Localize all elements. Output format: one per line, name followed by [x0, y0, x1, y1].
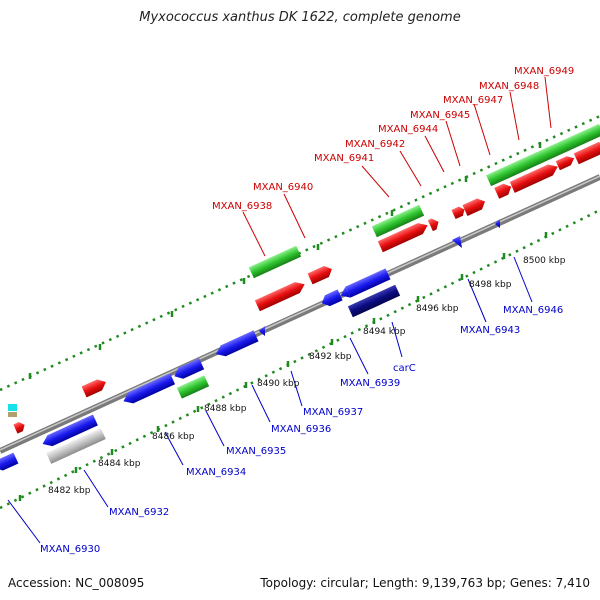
gene-feature: [451, 206, 465, 220]
gene-feature: [176, 375, 210, 399]
gene-feature: [452, 236, 462, 248]
gene-label: MXAN_6932: [109, 507, 169, 518]
gene-label: MXAN_6949: [514, 66, 574, 77]
gene-feature: [340, 286, 351, 298]
gene-feature: [248, 245, 302, 279]
gene-feature: [0, 452, 19, 471]
gene-feature: [321, 289, 343, 307]
gene-feature: [259, 326, 265, 336]
gene-feature: [254, 282, 305, 312]
gene-label: MXAN_6948: [479, 81, 539, 92]
tick-label: 8488 kbp: [204, 404, 247, 414]
gene-label: MXAN_6942: [345, 139, 405, 150]
gene-label: MXAN_6939: [340, 378, 400, 389]
gene-feature: [8, 412, 17, 417]
genome-summary-text: Topology: circular; Length: 9,139,763 bp…: [260, 576, 590, 590]
tick-label: 8494 kbp: [363, 327, 406, 337]
gene-feature: [42, 414, 98, 447]
gene-feature: [486, 123, 600, 187]
gene-feature: [509, 164, 558, 193]
tick-label: 8492 kbp: [309, 352, 352, 362]
lower-leader-lines: [7, 256, 533, 544]
gene-feature: [13, 422, 25, 434]
gene-feature: [427, 218, 439, 232]
gene-feature: [494, 183, 512, 199]
gene-feature: [46, 428, 106, 464]
gene-feature: [345, 268, 391, 298]
gene-feature: [81, 379, 106, 398]
tick-label: 8498 kbp: [469, 280, 512, 290]
gene-feature: [371, 204, 425, 238]
gene-feature: [462, 198, 486, 217]
reverse-strand-genes: [0, 219, 500, 471]
gene-feature: [555, 156, 575, 171]
gene-label: MXAN_6945: [410, 110, 470, 121]
gene-label: MXAN_6935: [226, 446, 286, 457]
map-title: Myxococcus xanthus DK 1622, complete gen…: [139, 10, 461, 25]
gene-feature: [307, 266, 332, 285]
tick-label: 8490 kbp: [257, 379, 300, 389]
gene-label: MXAN_6934: [186, 467, 246, 478]
gene-feature: [123, 373, 176, 404]
gene-feature: [8, 404, 17, 411]
gene-label: MXAN_6938: [212, 201, 272, 212]
accession-text: Accession: NC_008095: [8, 576, 145, 590]
gene-feature: [347, 284, 401, 318]
tick-label: 8486 kbp: [152, 432, 195, 442]
upper-leader-lines: [242, 76, 552, 257]
gene-feature: [495, 219, 500, 228]
tick-label: 8496 kbp: [416, 304, 459, 314]
gene-feature: [377, 223, 428, 253]
gene-label: MXAN_6941: [314, 153, 374, 164]
gene-label: MXAN_6947: [443, 95, 503, 106]
gene-feature: [215, 330, 259, 357]
tick-label: 8484 kbp: [98, 459, 141, 469]
gene-label: MXAN_6936: [271, 424, 331, 435]
tick-label: 8500 kbp: [523, 256, 566, 266]
tick-label: 8482 kbp: [48, 486, 91, 496]
forward-strand-genes: [8, 123, 600, 434]
gene-label: MXAN_6940: [253, 182, 313, 193]
gene-feature: [174, 358, 205, 379]
gene-label: MXAN_6946: [503, 305, 563, 316]
gene-label: MXAN_6930: [40, 544, 100, 555]
gene-label: MXAN_6944: [378, 124, 438, 135]
outer-dotted-track: [0, 114, 600, 392]
gene-label: MXAN_6937: [303, 407, 363, 418]
gene-label: carC: [393, 363, 416, 374]
gene-label: MXAN_6943: [460, 325, 520, 336]
gene-feature: [573, 141, 600, 165]
